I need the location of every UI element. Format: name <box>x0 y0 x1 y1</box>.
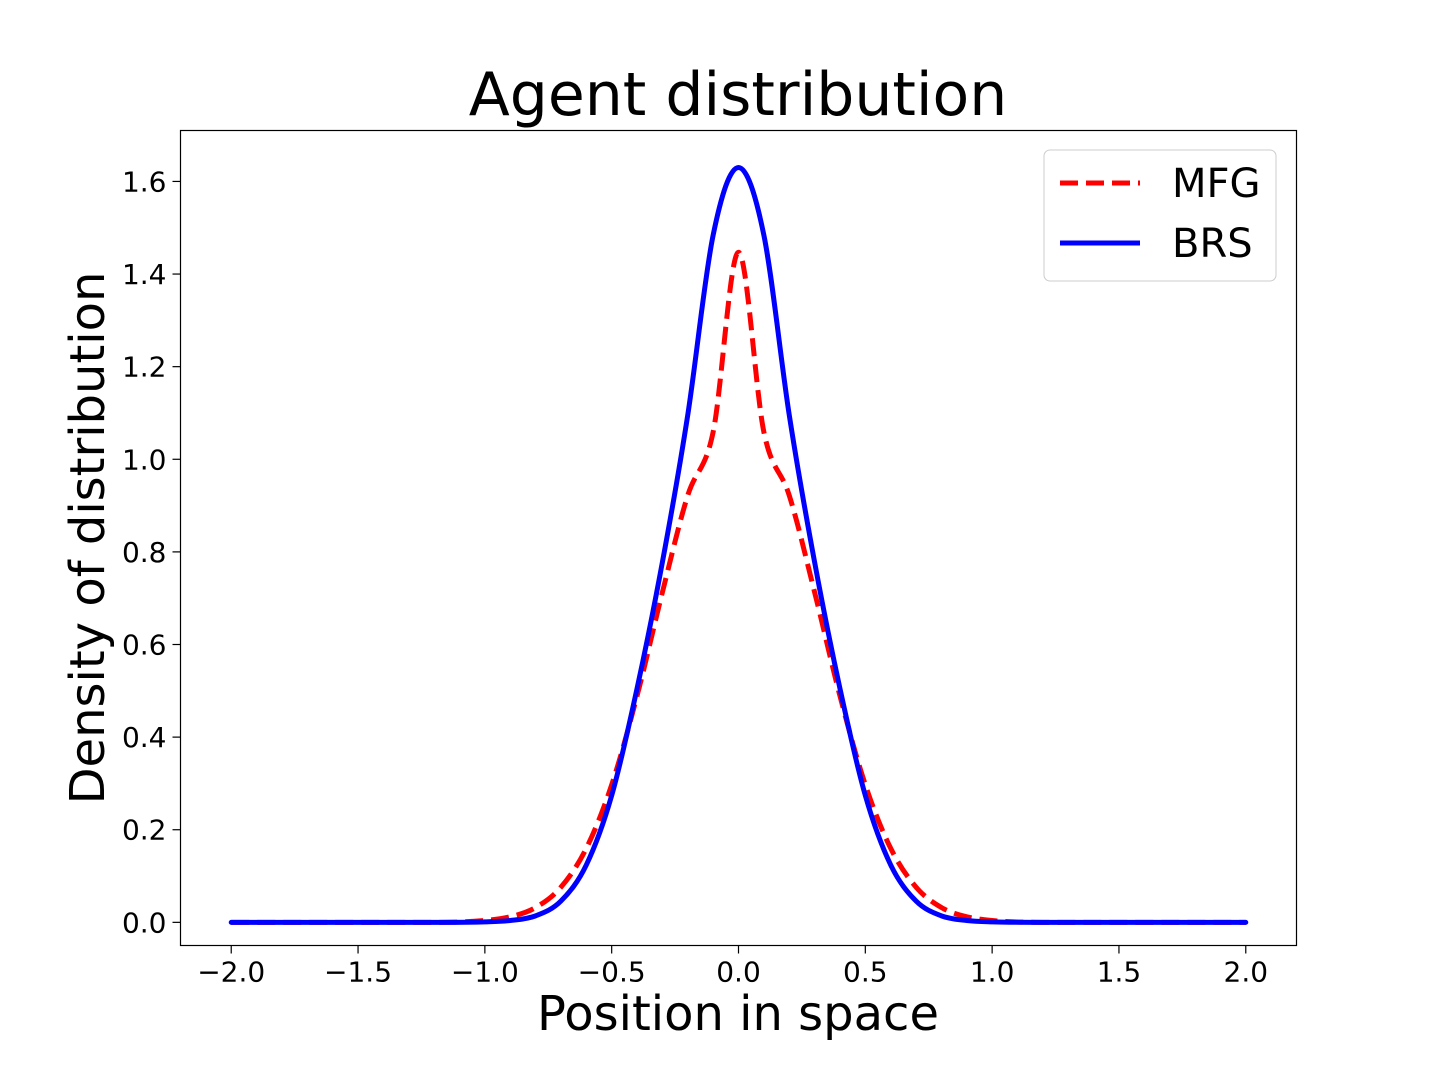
y-tick-label: 0.6 <box>122 629 167 662</box>
series-line-mfg <box>231 249 1246 925</box>
x-tick-label: 1.5 <box>1097 956 1142 989</box>
x-axis: −2.0 −1.5 −1.0 −0.5 0.0 0.5 1.0 1.5 2.0 <box>197 945 1269 989</box>
legend: MFG BRS <box>1043 149 1277 282</box>
legend-label-brs: BRS <box>1172 221 1253 267</box>
x-tick-label: −1.0 <box>451 956 519 989</box>
x-tick-label: 1.0 <box>970 956 1015 989</box>
y-tick-label: 1.0 <box>122 443 167 476</box>
x-axis-label: Position in space <box>537 986 939 1042</box>
x-tick-label: −1.5 <box>324 956 392 989</box>
x-tick-label: 2.0 <box>1224 956 1269 989</box>
series-layer <box>228 165 1249 925</box>
legend-label-mfg: MFG <box>1172 161 1261 207</box>
x-tick-label: 0.5 <box>843 956 888 989</box>
y-tick-label: 0.0 <box>122 906 167 939</box>
y-tick-label: 0.8 <box>122 536 167 569</box>
x-tick-label: 0.0 <box>716 956 761 989</box>
x-tick-label: −0.5 <box>578 956 646 989</box>
series-line-brs <box>228 165 1249 925</box>
x-tick-label: −2.0 <box>197 956 265 989</box>
y-axis-label: Density of distribution <box>60 272 116 805</box>
y-tick-label: 0.4 <box>122 721 167 754</box>
y-tick-label: 1.6 <box>122 165 167 198</box>
y-tick-label: 1.4 <box>122 258 167 291</box>
y-axis: 0.0 0.2 0.4 0.6 0.8 1.0 1.2 1.4 1.6 <box>122 165 181 939</box>
y-tick-label: 0.2 <box>122 814 167 847</box>
chart-title: Agent distribution <box>469 60 1008 130</box>
y-tick-label: 1.2 <box>122 351 167 384</box>
